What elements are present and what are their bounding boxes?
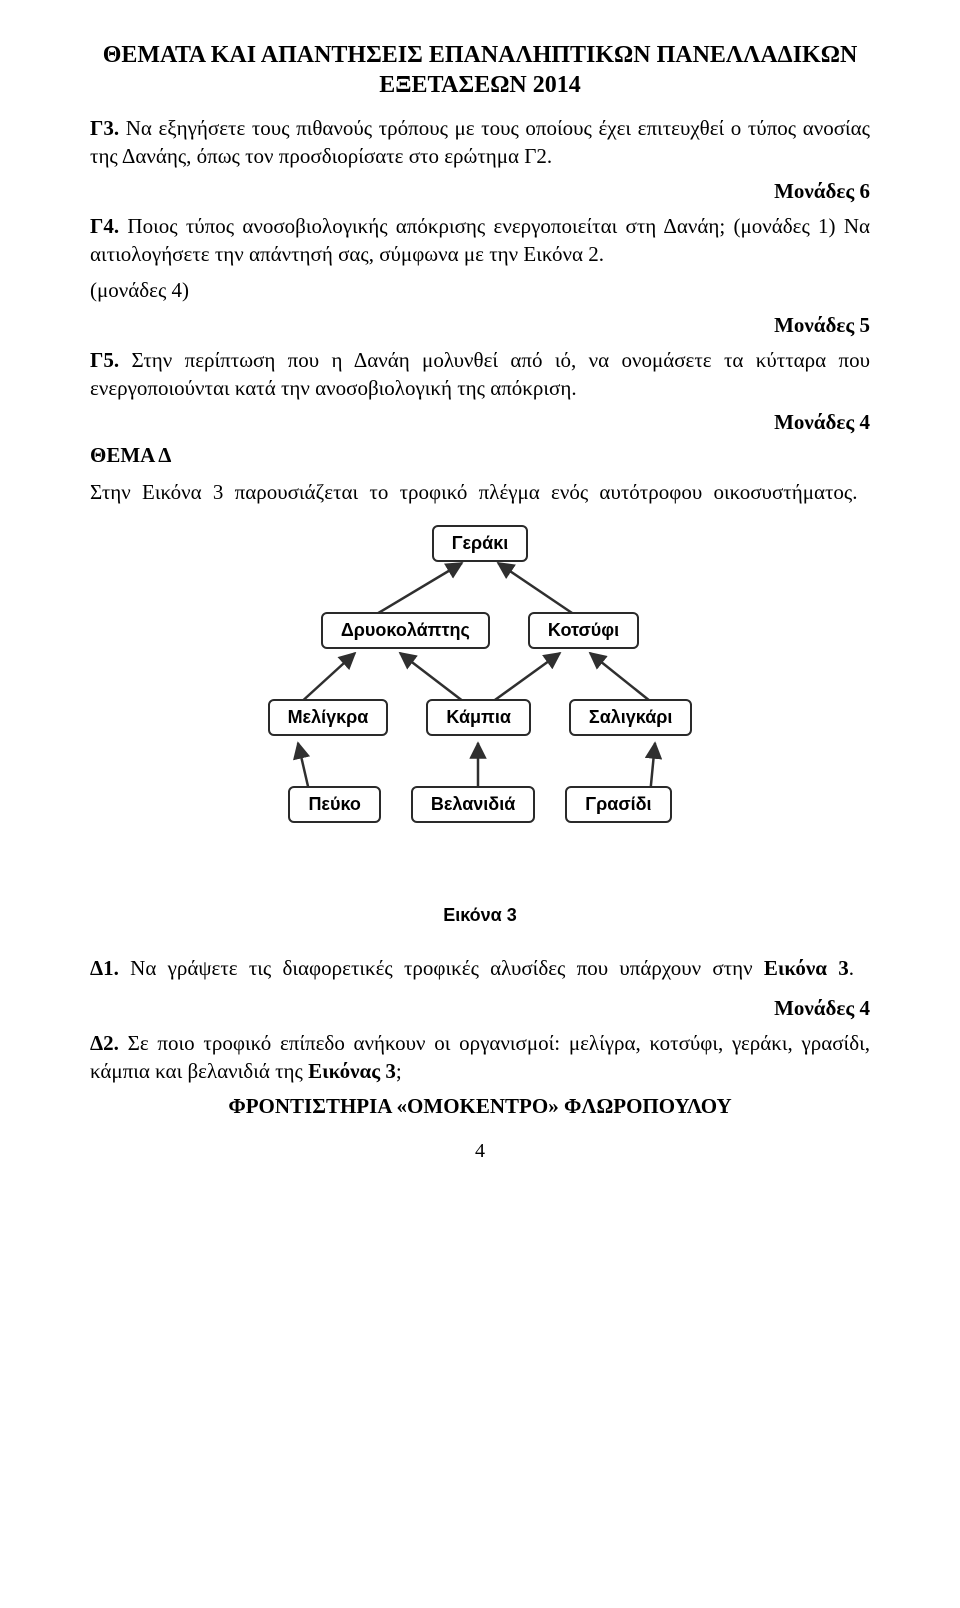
g3-text: Να εξηγήσετε τους πιθανούς τρόπους με το… xyxy=(90,116,870,168)
d1-ref: Εικόνα 3 xyxy=(764,956,849,980)
diagram-row-1: Γεράκι xyxy=(220,525,740,562)
d2-text-a: Σε ποιο τροφικό επίπεδο ανήκουν οι οργαν… xyxy=(90,1031,870,1083)
d2-label: Δ2. xyxy=(90,1031,119,1055)
g5-text: Στην περίπτωση που η Δανάη μολυνθεί από … xyxy=(90,348,870,400)
node-kotsyfi: Κοτσύφι xyxy=(528,612,639,649)
question-g4: Γ4. Ποιος τύπος ανοσοβιολογικής απόκριση… xyxy=(90,212,870,269)
diagram-row-4: Πεύκο Βελανιδιά Γρασίδι xyxy=(220,786,740,823)
d1-text-b: . xyxy=(849,956,854,980)
d2-ref: Εικόνας 3 xyxy=(308,1059,396,1083)
d2-text-b: ; xyxy=(396,1059,402,1083)
thema-d-intro: Στην Εικόνα 3 παρουσιάζεται το τροφικό π… xyxy=(90,478,870,506)
node-dryokolaptis: Δρυοκολάπτης xyxy=(321,612,490,649)
points-4b: Μονάδες 4 xyxy=(90,996,870,1021)
g5-label: Γ5. xyxy=(90,348,119,372)
food-web-diagram: Γεράκι Δρυοκολάπτης Κοτσύφι Μελίγκρα Κάμ… xyxy=(220,525,740,895)
diagram-row-2: Δρυοκολάπτης Κοτσύφι xyxy=(220,612,740,649)
g4-parenthesis: (μονάδες 4) xyxy=(90,276,870,304)
header-line-1: ΘΕΜΑΤΑ ΚΑΙ ΑΠΑΝΤΗΣΕΙΣ ΕΠΑΝΑΛΗΠΤΙΚΩΝ ΠΑΝΕ… xyxy=(103,42,858,68)
points-5: Μονάδες 5 xyxy=(90,313,870,338)
d1-text-a: Να γράψετε τις διαφορετικές τροφικές αλυ… xyxy=(119,956,764,980)
question-d1: Δ1. Να γράψετε τις διαφορετικές τροφικές… xyxy=(90,954,870,982)
thema-d-title: ΘΕΜΑ Δ xyxy=(90,443,870,468)
d1-label: Δ1. xyxy=(90,956,119,980)
g4-text: Ποιος τύπος ανοσοβιολογικής απόκρισης εν… xyxy=(90,214,870,266)
node-kampia: Κάμπια xyxy=(426,699,531,736)
node-peuko: Πεύκο xyxy=(288,786,380,823)
node-geraki: Γεράκι xyxy=(432,525,529,562)
points-4a: Μονάδες 4 xyxy=(90,410,870,435)
node-saligkari: Σαλιγκάρι xyxy=(569,699,693,736)
g3-label: Γ3. xyxy=(90,116,119,140)
node-meligkra: Μελίγκρα xyxy=(268,699,389,736)
page-header: ΘΕΜΑΤΑ ΚΑΙ ΑΠΑΝΤΗΣΕΙΣ ΕΠΑΝΑΛΗΠΤΙΚΩΝ ΠΑΝΕ… xyxy=(90,40,870,100)
diagram-caption: Εικόνα 3 xyxy=(90,905,870,926)
question-g3: Γ3. Να εξηγήσετε τους πιθανούς τρόπους μ… xyxy=(90,114,870,171)
header-line-2: ΕΞΕΤΑΣΕΩΝ 2014 xyxy=(379,72,581,98)
document-page: ΘΕΜΑΤΑ ΚΑΙ ΑΠΑΝΤΗΣΕΙΣ ΕΠΑΝΑΛΗΠΤΙΚΩΝ ΠΑΝΕ… xyxy=(0,0,960,1608)
question-d2: Δ2. Σε ποιο τροφικό επίπεδο ανήκουν οι ο… xyxy=(90,1029,870,1086)
points-6: Μονάδες 6 xyxy=(90,179,870,204)
question-g5: Γ5. Στην περίπτωση που η Δανάη μολυνθεί … xyxy=(90,346,870,403)
footer-text: ΦΡΟΝΤΙΣΤΗΡΙΑ «ΟΜΟΚΕΝΤΡΟ» ΦΛΩΡΟΠΟΥΛΟΥ xyxy=(90,1094,870,1119)
g4-label: Γ4. xyxy=(90,214,119,238)
page-number: 4 xyxy=(90,1140,870,1163)
diagram-row-3: Μελίγκρα Κάμπια Σαλιγκάρι xyxy=(220,699,740,736)
node-grasidi: Γρασίδι xyxy=(565,786,671,823)
node-velanidia: Βελανιδιά xyxy=(411,786,535,823)
